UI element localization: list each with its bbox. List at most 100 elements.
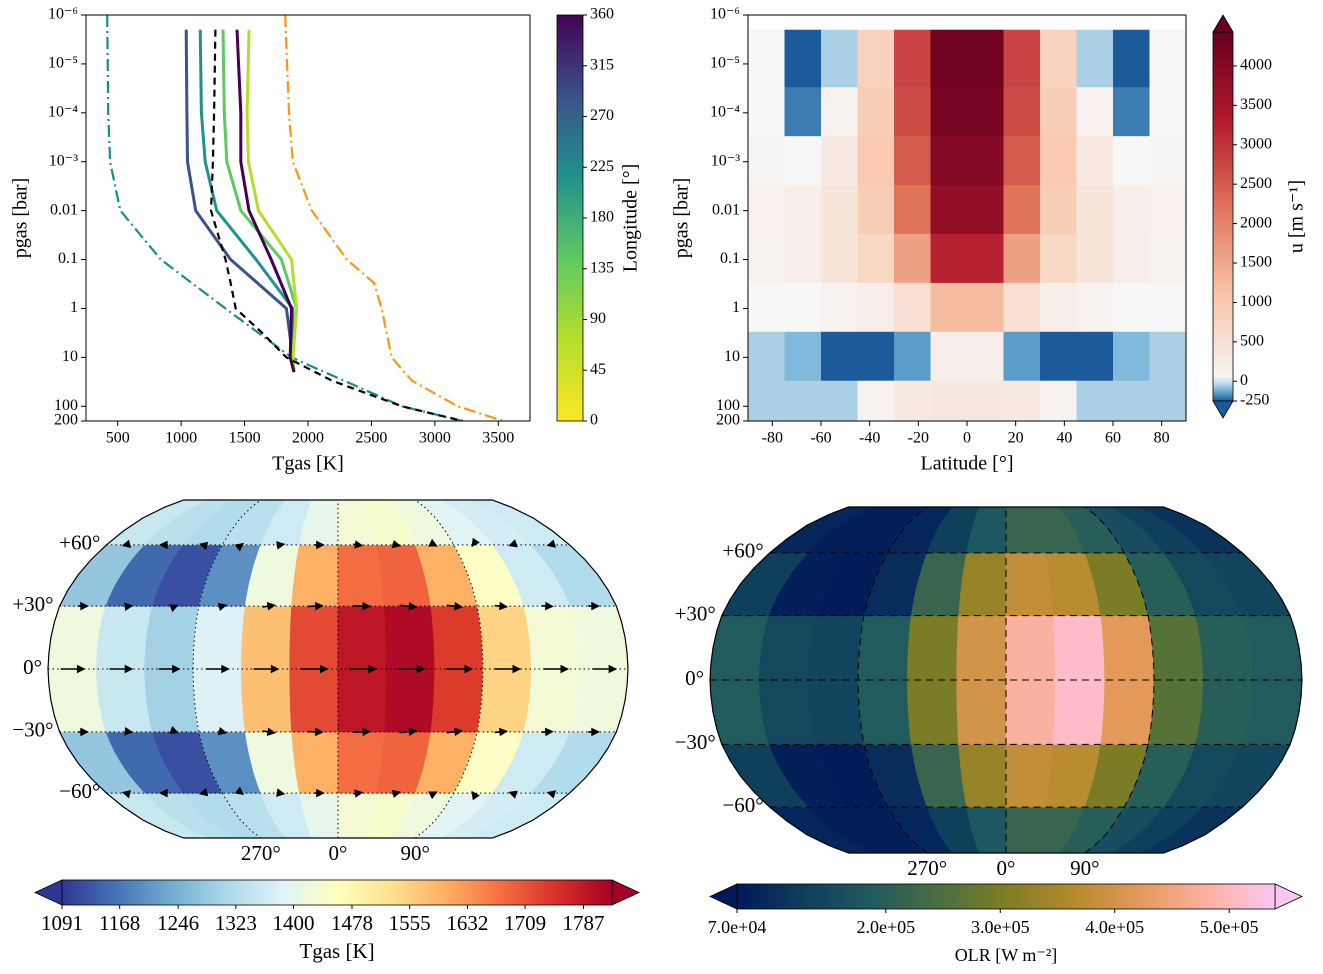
wind-arrow — [352, 789, 364, 798]
y-tick-label: 200 — [716, 412, 740, 429]
wind-arrow — [349, 664, 377, 674]
map-cell — [476, 605, 532, 670]
heatmap-cell — [1113, 282, 1150, 333]
wind-arrow — [314, 788, 325, 798]
colorbar — [556, 14, 584, 422]
map-cell — [808, 679, 865, 745]
x-tick-label: 3500 — [482, 430, 514, 447]
map-cell — [289, 605, 339, 670]
heatmap-cell — [1076, 185, 1114, 235]
lat-label: +30° — [12, 592, 53, 616]
wind-arrow — [391, 789, 402, 799]
heatmap-cell — [1149, 380, 1186, 421]
wind-arrow — [588, 601, 600, 611]
map-cell — [758, 615, 817, 681]
heatmap-cell — [967, 136, 1004, 186]
heatmap-cell — [748, 185, 785, 235]
heatmap-cell — [784, 87, 822, 137]
profile-line — [245, 29, 299, 373]
heatmap-cell — [930, 185, 968, 235]
heatmap-cell — [894, 87, 931, 137]
heatmap-cell — [1040, 136, 1077, 186]
wind-arrow — [109, 664, 134, 674]
y-tick-label: 10⁻³ — [711, 152, 740, 169]
wind-arrow — [124, 726, 134, 736]
x-tick-label: 1000 — [165, 430, 197, 447]
heatmap-cell — [784, 233, 822, 284]
colorbar-tick-label: 1323 — [215, 911, 257, 935]
heatmap-cell — [1040, 380, 1077, 421]
axes-frame — [85, 14, 531, 422]
map-cell — [289, 668, 339, 733]
heatmap-cell — [821, 331, 858, 382]
heatmap-cell — [1076, 380, 1114, 421]
wind-arrow — [495, 664, 522, 674]
x-tick-label: 80 — [1154, 430, 1170, 447]
axes-frame — [747, 14, 1187, 422]
colorbar-tick-label: 1478 — [331, 911, 373, 935]
heatmap-cell — [1149, 136, 1186, 186]
heatmap-cell — [784, 185, 822, 235]
colorbar-label: Longitude [°] — [620, 164, 642, 273]
x-tick-label: 60 — [1105, 430, 1121, 447]
heatmap-cell — [930, 136, 968, 186]
heatmap-cell — [821, 29, 858, 88]
y-tick-label: 10⁻⁵ — [48, 55, 78, 72]
wind-arrow — [592, 664, 618, 674]
colorbar-extend — [1212, 400, 1234, 419]
map-cell — [808, 615, 865, 681]
plot-area — [106, 15, 504, 421]
heatmap-cell — [930, 380, 968, 421]
x-tick-label: 0 — [963, 430, 971, 447]
heatmap-cell — [784, 380, 822, 421]
map-cell — [857, 679, 912, 745]
lat-label: 0° — [23, 655, 42, 679]
colorbar-tick-label: 2.0e+05 — [856, 917, 915, 937]
wind-arrow — [169, 604, 179, 613]
y-tick-label: 1 — [70, 299, 78, 316]
y-tick-label: 10 — [62, 348, 78, 365]
x-tick-label: -40 — [859, 430, 880, 447]
heatmap-cell — [1003, 185, 1041, 235]
heatmap-cell — [967, 282, 1004, 333]
meridian — [192, 500, 262, 838]
heatmap-cell — [967, 87, 1004, 137]
map-outline — [709, 506, 1303, 854]
heatmap-cell — [1003, 136, 1041, 186]
colorbar-tick-label: 5.0e+05 — [1200, 917, 1259, 937]
heatmap-cell — [1076, 233, 1114, 284]
wind-arrow — [541, 727, 554, 737]
heatmap-cell — [1149, 331, 1186, 382]
profile-line — [209, 29, 464, 421]
heatmap-cell — [1076, 136, 1114, 186]
colorbar-tick-label: 0 — [590, 412, 598, 429]
y-tick-label: 10⁻³ — [49, 152, 78, 169]
map-cell — [1100, 679, 1155, 745]
colorbar-extend — [611, 879, 640, 906]
colorbar-tick-label: 4000 — [1240, 57, 1272, 74]
profile-line — [221, 29, 299, 373]
colorbar-label: u [m s⁻¹] — [1286, 180, 1308, 253]
y-tick-label: 100 — [54, 397, 78, 414]
heatmap-cell — [1149, 29, 1186, 88]
heatmap-cell — [821, 136, 858, 186]
heatmap-cell — [1040, 29, 1077, 88]
wind-arrow — [262, 727, 276, 736]
x-tick-label: 40 — [1056, 430, 1072, 447]
map-cell — [523, 668, 581, 733]
lat-label: +60° — [59, 531, 100, 555]
heatmap-cell — [1040, 87, 1077, 137]
colorbar-tick-label: 1632 — [446, 911, 488, 935]
x-tick-label: 2000 — [292, 430, 324, 447]
colorbar-extend — [1274, 883, 1303, 910]
wind-arrow — [588, 727, 600, 737]
x-axis-label: Latitude [°] — [921, 453, 1014, 475]
heatmap-cell — [1113, 380, 1150, 421]
wind-arrow — [262, 602, 276, 611]
heatmap-cell — [857, 136, 895, 186]
y-tick-label: 0.01 — [50, 201, 78, 218]
y-tick-label: 1 — [732, 299, 740, 316]
wind-arrow — [353, 601, 372, 611]
heatmap-cell — [1003, 380, 1041, 421]
